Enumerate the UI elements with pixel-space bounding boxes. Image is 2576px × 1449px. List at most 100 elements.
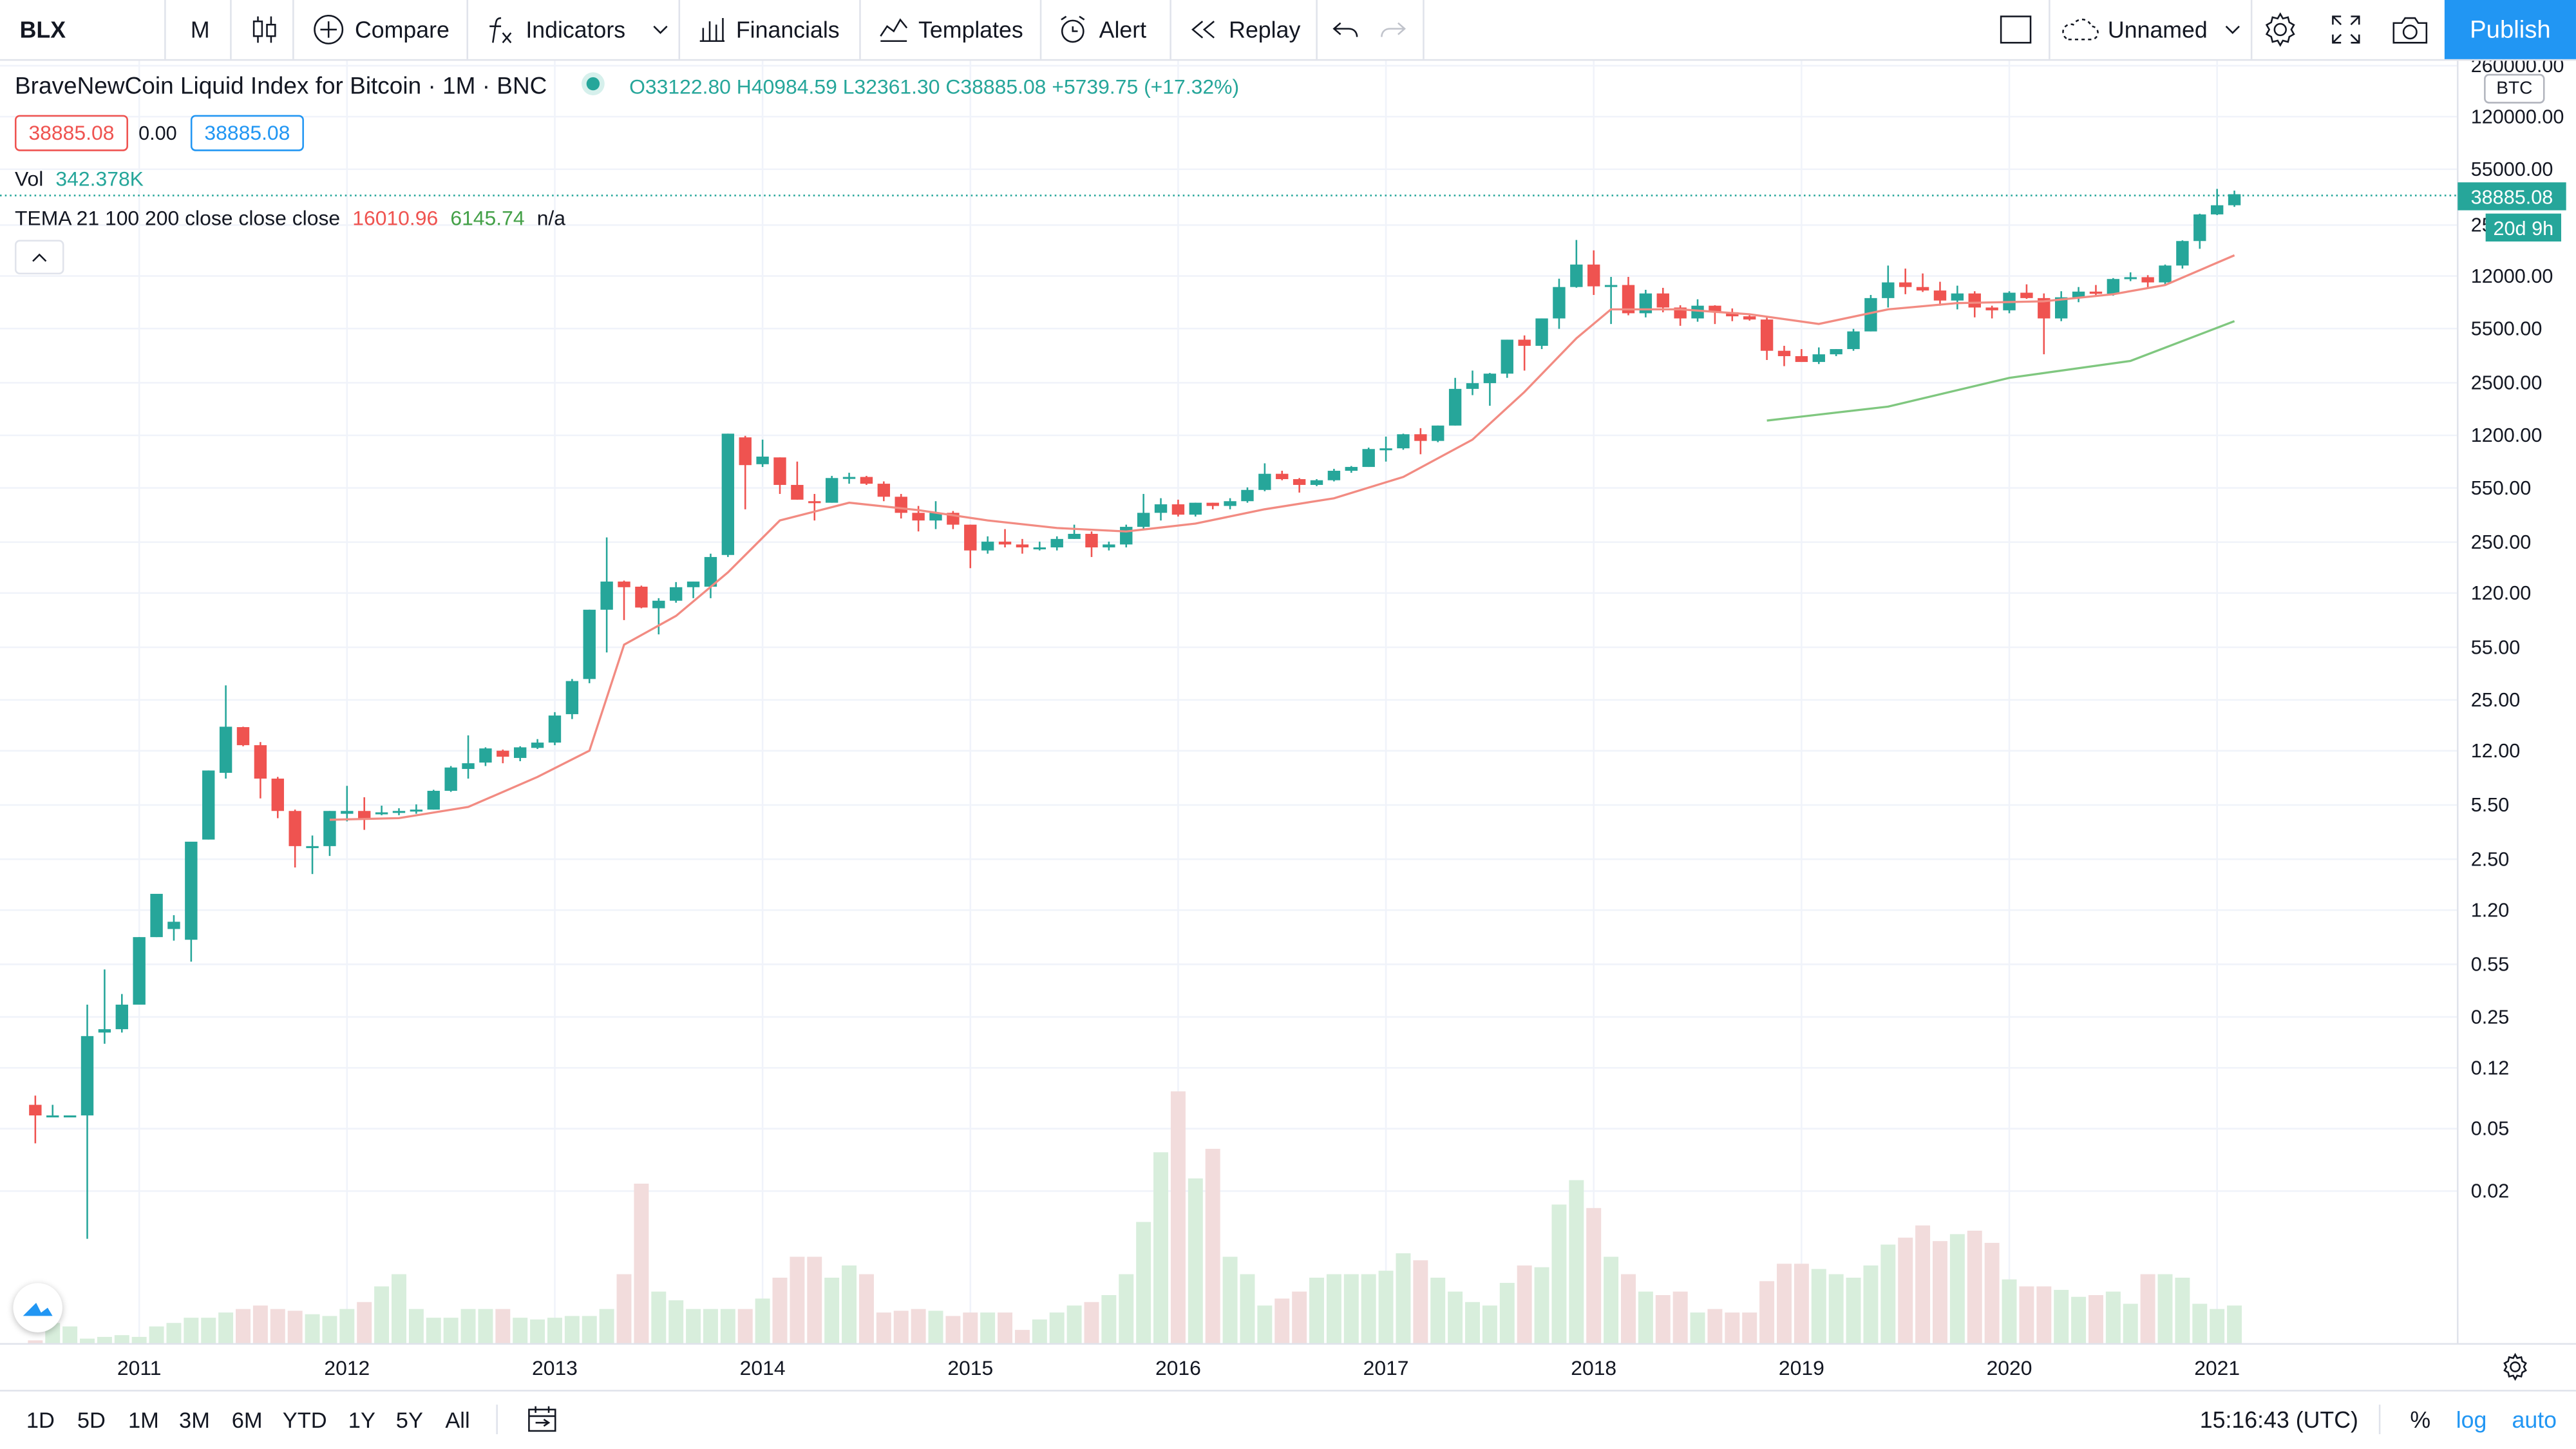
logo-button[interactable] bbox=[13, 1283, 62, 1332]
volume-bar bbox=[114, 1335, 129, 1344]
candle-body bbox=[1933, 290, 1947, 301]
grid bbox=[0, 59, 2458, 1344]
symbol-search[interactable]: BLX bbox=[19, 16, 66, 43]
volume-bar bbox=[1777, 1264, 1792, 1344]
axis-settings-button[interactable] bbox=[2501, 1352, 2530, 1390]
price-tick-label: 0.05 bbox=[2471, 1118, 2510, 1140]
snapshot-button[interactable] bbox=[2391, 0, 2430, 59]
volume-bar bbox=[1170, 1091, 1186, 1344]
time-axis[interactable]: 2011 2012 2013 2014 2015 2016 2017 2018 2019 2020… bbox=[117, 1356, 2240, 1379]
tradingview-logo-icon bbox=[23, 1302, 53, 1316]
range-all[interactable]: All bbox=[445, 1406, 470, 1432]
candle-body bbox=[115, 1004, 128, 1030]
tema-21-line bbox=[329, 254, 2235, 821]
fx-icon bbox=[489, 17, 512, 44]
alert-label: Alert bbox=[1099, 16, 1147, 43]
volume-bar bbox=[478, 1309, 493, 1344]
volume-bar bbox=[599, 1309, 614, 1344]
percent-toggle[interactable]: % bbox=[2410, 1406, 2431, 1433]
save-layout-button[interactable]: Unnamed bbox=[2058, 0, 2244, 59]
candle-body bbox=[860, 477, 873, 484]
volume-bar bbox=[945, 1316, 961, 1344]
volume-bar bbox=[287, 1311, 303, 1344]
volume-legend[interactable]: Vol 342.378K bbox=[15, 167, 144, 191]
financials-button[interactable]: Financials bbox=[697, 0, 840, 59]
tema-legend[interactable]: TEMA 21 100 200 close close close 16010.… bbox=[15, 207, 565, 230]
chevron-down-icon bbox=[2224, 25, 2240, 34]
volume-bar bbox=[28, 1340, 43, 1344]
volume-bar bbox=[1655, 1295, 1671, 1344]
candle-body bbox=[791, 484, 804, 500]
layout-select-button[interactable] bbox=[1998, 0, 2034, 59]
indicators-dropdown[interactable] bbox=[650, 0, 670, 59]
sell-button[interactable]: 38885.08 bbox=[14, 115, 128, 151]
volume-bar bbox=[530, 1319, 545, 1344]
candle-body bbox=[2089, 291, 2103, 294]
redo-button[interactable] bbox=[1378, 0, 1408, 59]
candle-body bbox=[1985, 307, 1998, 310]
range-5d[interactable]: 5D bbox=[77, 1406, 106, 1432]
candle-body bbox=[739, 437, 752, 466]
clock[interactable]: 15:16:43 (UTC) bbox=[2199, 1406, 2358, 1433]
candle-body bbox=[375, 812, 388, 815]
price-tick-label: 550.00 bbox=[2471, 477, 2532, 499]
volume-bar bbox=[876, 1312, 891, 1344]
fullscreen-button[interactable] bbox=[2329, 0, 2362, 59]
indicators-button[interactable]: Indicators bbox=[486, 0, 625, 59]
volume-bar bbox=[963, 1312, 978, 1344]
candle-body bbox=[410, 810, 423, 812]
settings-button[interactable] bbox=[2262, 0, 2298, 59]
divider bbox=[1316, 0, 1318, 59]
volume-bar bbox=[1378, 1271, 1394, 1344]
volume-bar bbox=[236, 1309, 251, 1344]
layout-name: Unnamed bbox=[2107, 16, 2208, 43]
compare-button[interactable]: Compare bbox=[312, 0, 450, 59]
volume-bar bbox=[2019, 1286, 2034, 1344]
ohlc-low: L32361.30 bbox=[842, 75, 940, 99]
undo-button[interactable] bbox=[1331, 0, 1360, 59]
candles[interactable] bbox=[29, 189, 2241, 1239]
candle-body bbox=[1604, 285, 1618, 287]
candle-body bbox=[98, 1029, 111, 1033]
volume-bar bbox=[998, 1312, 1013, 1344]
templates-button[interactable]: Templates bbox=[877, 0, 1023, 59]
bottom-toolbar bbox=[0, 1390, 2576, 1449]
range-ytd[interactable]: YTD bbox=[282, 1406, 327, 1432]
candle-body bbox=[1553, 287, 1566, 319]
goto-date-button[interactable] bbox=[526, 1390, 558, 1449]
volume-bar bbox=[374, 1286, 390, 1344]
range-3m[interactable]: 3M bbox=[179, 1406, 210, 1432]
range-1d[interactable]: 1D bbox=[26, 1406, 55, 1432]
volume-bar bbox=[824, 1277, 840, 1344]
candle-body bbox=[2141, 277, 2154, 283]
collapse-legend-button[interactable] bbox=[14, 240, 64, 275]
candle-body bbox=[981, 542, 994, 551]
time-tick-label: 2011 bbox=[117, 1356, 162, 1379]
range-5y[interactable]: 5Y bbox=[395, 1406, 423, 1432]
interval-button[interactable]: M bbox=[190, 16, 210, 43]
range-1y[interactable]: 1Y bbox=[348, 1406, 375, 1432]
volume-bar bbox=[2105, 1291, 2121, 1344]
candle-body bbox=[2054, 297, 2068, 319]
price-axis[interactable]: 260000.00120000.0055000.0025000.0012000.… bbox=[2471, 55, 2564, 1202]
volume-bar bbox=[634, 1183, 649, 1344]
range-6m[interactable]: 6M bbox=[231, 1406, 263, 1432]
divider bbox=[496, 1405, 498, 1435]
publish-button[interactable]: Publish bbox=[2444, 0, 2576, 59]
candle-body bbox=[964, 524, 977, 551]
range-1m[interactable]: 1M bbox=[128, 1406, 159, 1432]
log-toggle[interactable]: log bbox=[2456, 1406, 2487, 1433]
chart-type-button[interactable] bbox=[250, 0, 279, 59]
buy-button[interactable]: 38885.08 bbox=[190, 115, 304, 151]
auto-toggle[interactable]: auto bbox=[2512, 1406, 2557, 1433]
symbol-title[interactable]: BraveNewCoin Liquid Index for Bitcoin · … bbox=[14, 73, 547, 100]
candle-body bbox=[1241, 489, 1254, 502]
price-tick-label: 0.55 bbox=[2471, 954, 2510, 976]
replay-button[interactable]: Replay bbox=[1188, 0, 1300, 59]
price-tick-label: 1200.00 bbox=[2471, 424, 2543, 446]
currency-label[interactable]: BTC bbox=[2484, 73, 2545, 104]
price-tick-label: 0.12 bbox=[2471, 1057, 2510, 1079]
volume-bar bbox=[339, 1309, 355, 1344]
alert-button[interactable]: Alert bbox=[1056, 0, 1146, 59]
